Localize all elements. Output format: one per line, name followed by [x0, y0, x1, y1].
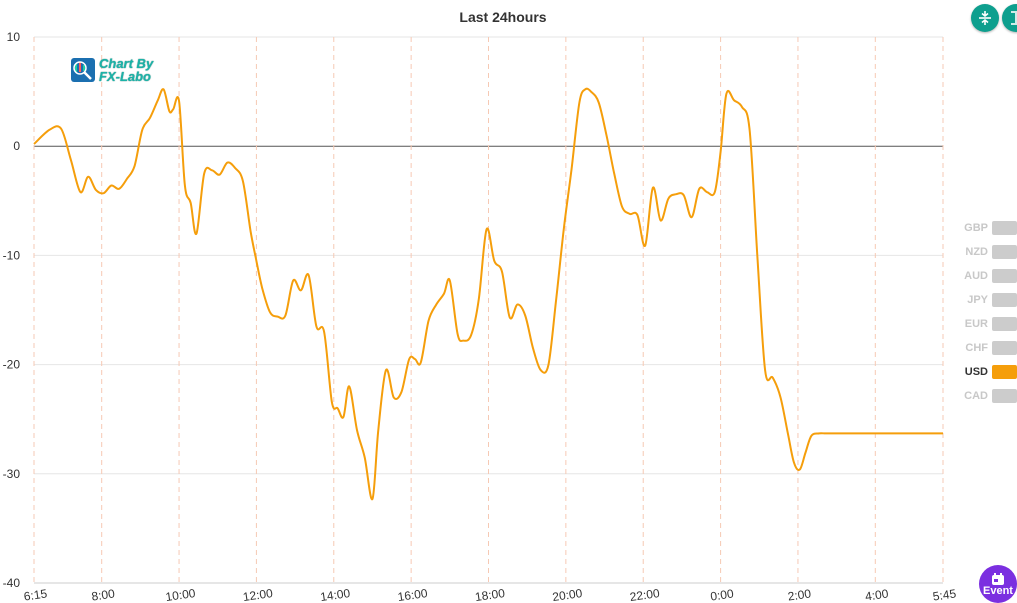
legend-item-jpy[interactable]: JPY — [950, 288, 1017, 312]
legend-label: JPY — [967, 294, 988, 306]
legend-label: CAD — [964, 390, 988, 402]
y-tick-label: -30 — [3, 467, 21, 481]
x-tick-label: 22:00 — [629, 586, 661, 602]
legend-swatch — [992, 269, 1017, 283]
logo-line2: FX-Labo — [99, 69, 151, 84]
legend-label: NZD — [965, 246, 988, 258]
x-tick-label: 12:00 — [242, 586, 274, 602]
legend-swatch — [992, 221, 1017, 235]
legend-swatch — [992, 245, 1017, 259]
y-tick-label: -40 — [3, 576, 21, 590]
legend-swatch — [992, 293, 1017, 307]
legend: GBP NZD AUD JPY EUR CHF USD CAD — [950, 216, 1017, 408]
x-tick-label: 14:00 — [319, 586, 351, 602]
expand-vertical-button[interactable] — [1002, 4, 1017, 32]
grid — [33, 36, 944, 584]
expand-vertical-icon — [1011, 11, 1017, 25]
legend-item-chf[interactable]: CHF — [950, 336, 1017, 360]
x-tick-label: 5:45 — [932, 586, 957, 602]
x-tick-label: 8:00 — [91, 586, 116, 602]
legend-item-eur[interactable]: EUR — [950, 312, 1017, 336]
legend-label: AUD — [964, 270, 988, 282]
legend-item-gbp[interactable]: GBP — [950, 216, 1017, 240]
y-tick-label: 10 — [7, 30, 21, 44]
event-button[interactable]: Event — [979, 565, 1017, 603]
legend-label: GBP — [964, 222, 988, 234]
calendar-icon — [992, 572, 1004, 585]
x-tick-label: 6:15 — [23, 586, 48, 602]
y-tick-label: 0 — [13, 139, 20, 153]
y-tick-label: -20 — [3, 358, 21, 372]
legend-item-aud[interactable]: AUD — [950, 264, 1017, 288]
legend-label: EUR — [964, 318, 988, 330]
y-tick-label: -10 — [3, 248, 21, 262]
legend-item-usd[interactable]: USD — [950, 360, 1017, 384]
legend-label: CHF — [965, 342, 988, 354]
x-tick-label: 2:00 — [787, 586, 812, 602]
compress-vertical-icon — [979, 11, 991, 25]
x-tick-label: 0:00 — [709, 586, 734, 602]
x-tick-label: 16:00 — [397, 586, 429, 602]
compress-vertical-button[interactable] — [971, 4, 999, 32]
series-line-usd — [33, 87, 943, 500]
x-tick-label: 20:00 — [551, 586, 583, 602]
chart-title: Last 24hours — [459, 9, 546, 25]
x-axis-ticks: 6:15 8:00 10:00 12:00 14:00 16:00 18:00 20:00 22… — [23, 586, 957, 602]
y-axis-ticks: 10 0 -10 -20 -30 -40 — [3, 30, 21, 590]
magnifier-chart-icon — [71, 58, 95, 82]
chart-logo: Chart By FX-Labo — [71, 57, 153, 83]
x-tick-label: 10:00 — [165, 586, 197, 602]
legend-label: USD — [964, 366, 988, 378]
x-tick-label: 18:00 — [474, 586, 506, 602]
legend-swatch — [992, 317, 1017, 331]
legend-swatch — [992, 341, 1017, 355]
logo-line1: Chart By — [99, 56, 154, 71]
logo-text: Chart By FX-Labo — [95, 57, 153, 83]
legend-swatch — [992, 365, 1017, 379]
legend-item-cad[interactable]: CAD — [950, 384, 1017, 408]
x-tick-label: 4:00 — [864, 586, 889, 602]
legend-item-nzd[interactable]: NZD — [950, 240, 1017, 264]
event-label: Event — [983, 584, 1013, 597]
legend-swatch — [992, 389, 1017, 403]
